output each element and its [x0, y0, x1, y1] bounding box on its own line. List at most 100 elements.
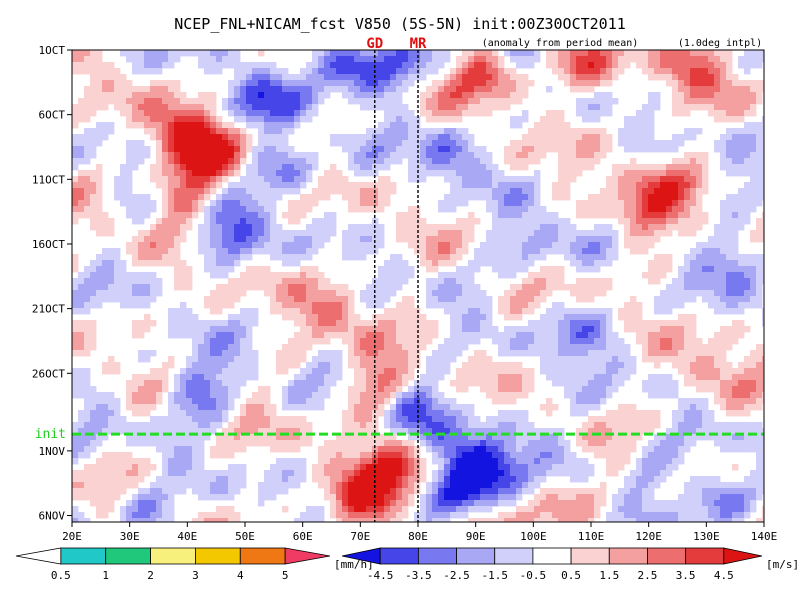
field-cell [492, 170, 499, 177]
field-cell [198, 50, 205, 57]
field-cell [348, 392, 355, 399]
field-cell [264, 230, 271, 237]
field-cell [570, 146, 577, 153]
field-cell [258, 272, 265, 279]
field-cell [498, 344, 505, 351]
field-cell [282, 272, 289, 279]
field-cell [438, 362, 445, 369]
field-cell [432, 368, 439, 375]
field-cell [588, 356, 595, 363]
field-cell [276, 242, 283, 249]
field-cell [426, 284, 433, 291]
field-cell [180, 284, 187, 291]
field-cell [462, 110, 469, 117]
field-cell [462, 404, 469, 411]
field-cell [492, 362, 499, 369]
field-cell [222, 122, 229, 129]
field-cell [228, 398, 235, 405]
field-cell [198, 224, 205, 231]
field-cell [582, 404, 589, 411]
field-cell [300, 152, 307, 159]
field-cell [438, 344, 445, 351]
field-cell [630, 146, 637, 153]
field-cell [84, 380, 91, 387]
field-cell [726, 92, 733, 99]
field-cell [558, 68, 565, 75]
field-cell [678, 50, 685, 57]
field-cell [696, 356, 703, 363]
field-cell [348, 140, 355, 147]
field-cell [576, 386, 583, 393]
field-cell [72, 146, 79, 153]
field-cell [738, 206, 745, 213]
field-cell [348, 194, 355, 201]
field-cell [78, 68, 85, 75]
field-cell [312, 398, 319, 405]
field-cell [648, 224, 655, 231]
field-cell [312, 230, 319, 237]
field-cell [714, 56, 721, 63]
field-cell [432, 278, 439, 285]
field-cell [450, 290, 457, 297]
field-cell [234, 50, 241, 57]
field-cell [126, 164, 133, 171]
field-cell [594, 140, 601, 147]
field-cell [462, 410, 469, 417]
field-cell [606, 326, 613, 333]
field-cell [258, 188, 265, 195]
field-cell [558, 284, 565, 291]
field-cell [414, 68, 421, 75]
field-cell [330, 134, 337, 141]
field-cell [690, 200, 697, 207]
field-cell [186, 110, 193, 117]
field-cell [468, 152, 475, 159]
field-cell [474, 320, 481, 327]
field-cell [720, 140, 727, 147]
field-cell [762, 218, 764, 225]
field-cell [546, 410, 553, 417]
field-cell [210, 224, 217, 231]
field-cell [210, 320, 217, 327]
field-cell [252, 152, 259, 159]
field-cell [138, 254, 145, 261]
field-cell [486, 200, 493, 207]
field-cell [576, 110, 583, 117]
field-cell [378, 404, 385, 411]
field-cell [588, 320, 595, 327]
field-cell [534, 248, 541, 255]
field-cell [318, 98, 325, 105]
field-cell [444, 200, 451, 207]
field-cell [216, 116, 223, 123]
field-cell [450, 164, 457, 171]
field-cell [240, 200, 247, 207]
field-cell [504, 188, 511, 195]
field-cell [690, 332, 697, 339]
field-cell [690, 86, 697, 93]
field-cell [756, 380, 763, 387]
field-cell [96, 74, 103, 81]
field-cell [252, 242, 259, 249]
field-cell [588, 386, 595, 393]
field-cell [744, 254, 751, 261]
field-cell [744, 128, 751, 135]
field-cell [138, 392, 145, 399]
field-cell [528, 248, 535, 255]
field-cell [762, 254, 764, 261]
field-cell [330, 230, 337, 237]
field-cell [150, 260, 157, 267]
field-cell [426, 392, 433, 399]
field-cell [594, 206, 601, 213]
field-cell [336, 86, 343, 93]
field-cell [270, 242, 277, 249]
field-cell [162, 86, 169, 93]
field-cell [144, 242, 151, 249]
field-cell [420, 338, 427, 345]
field-cell [348, 242, 355, 249]
field-cell [390, 278, 397, 285]
field-cell [630, 164, 637, 171]
field-cell [654, 350, 661, 357]
field-cell [486, 80, 493, 87]
field-cell [456, 374, 463, 381]
field-cell [360, 158, 367, 165]
field-cell [306, 398, 313, 405]
